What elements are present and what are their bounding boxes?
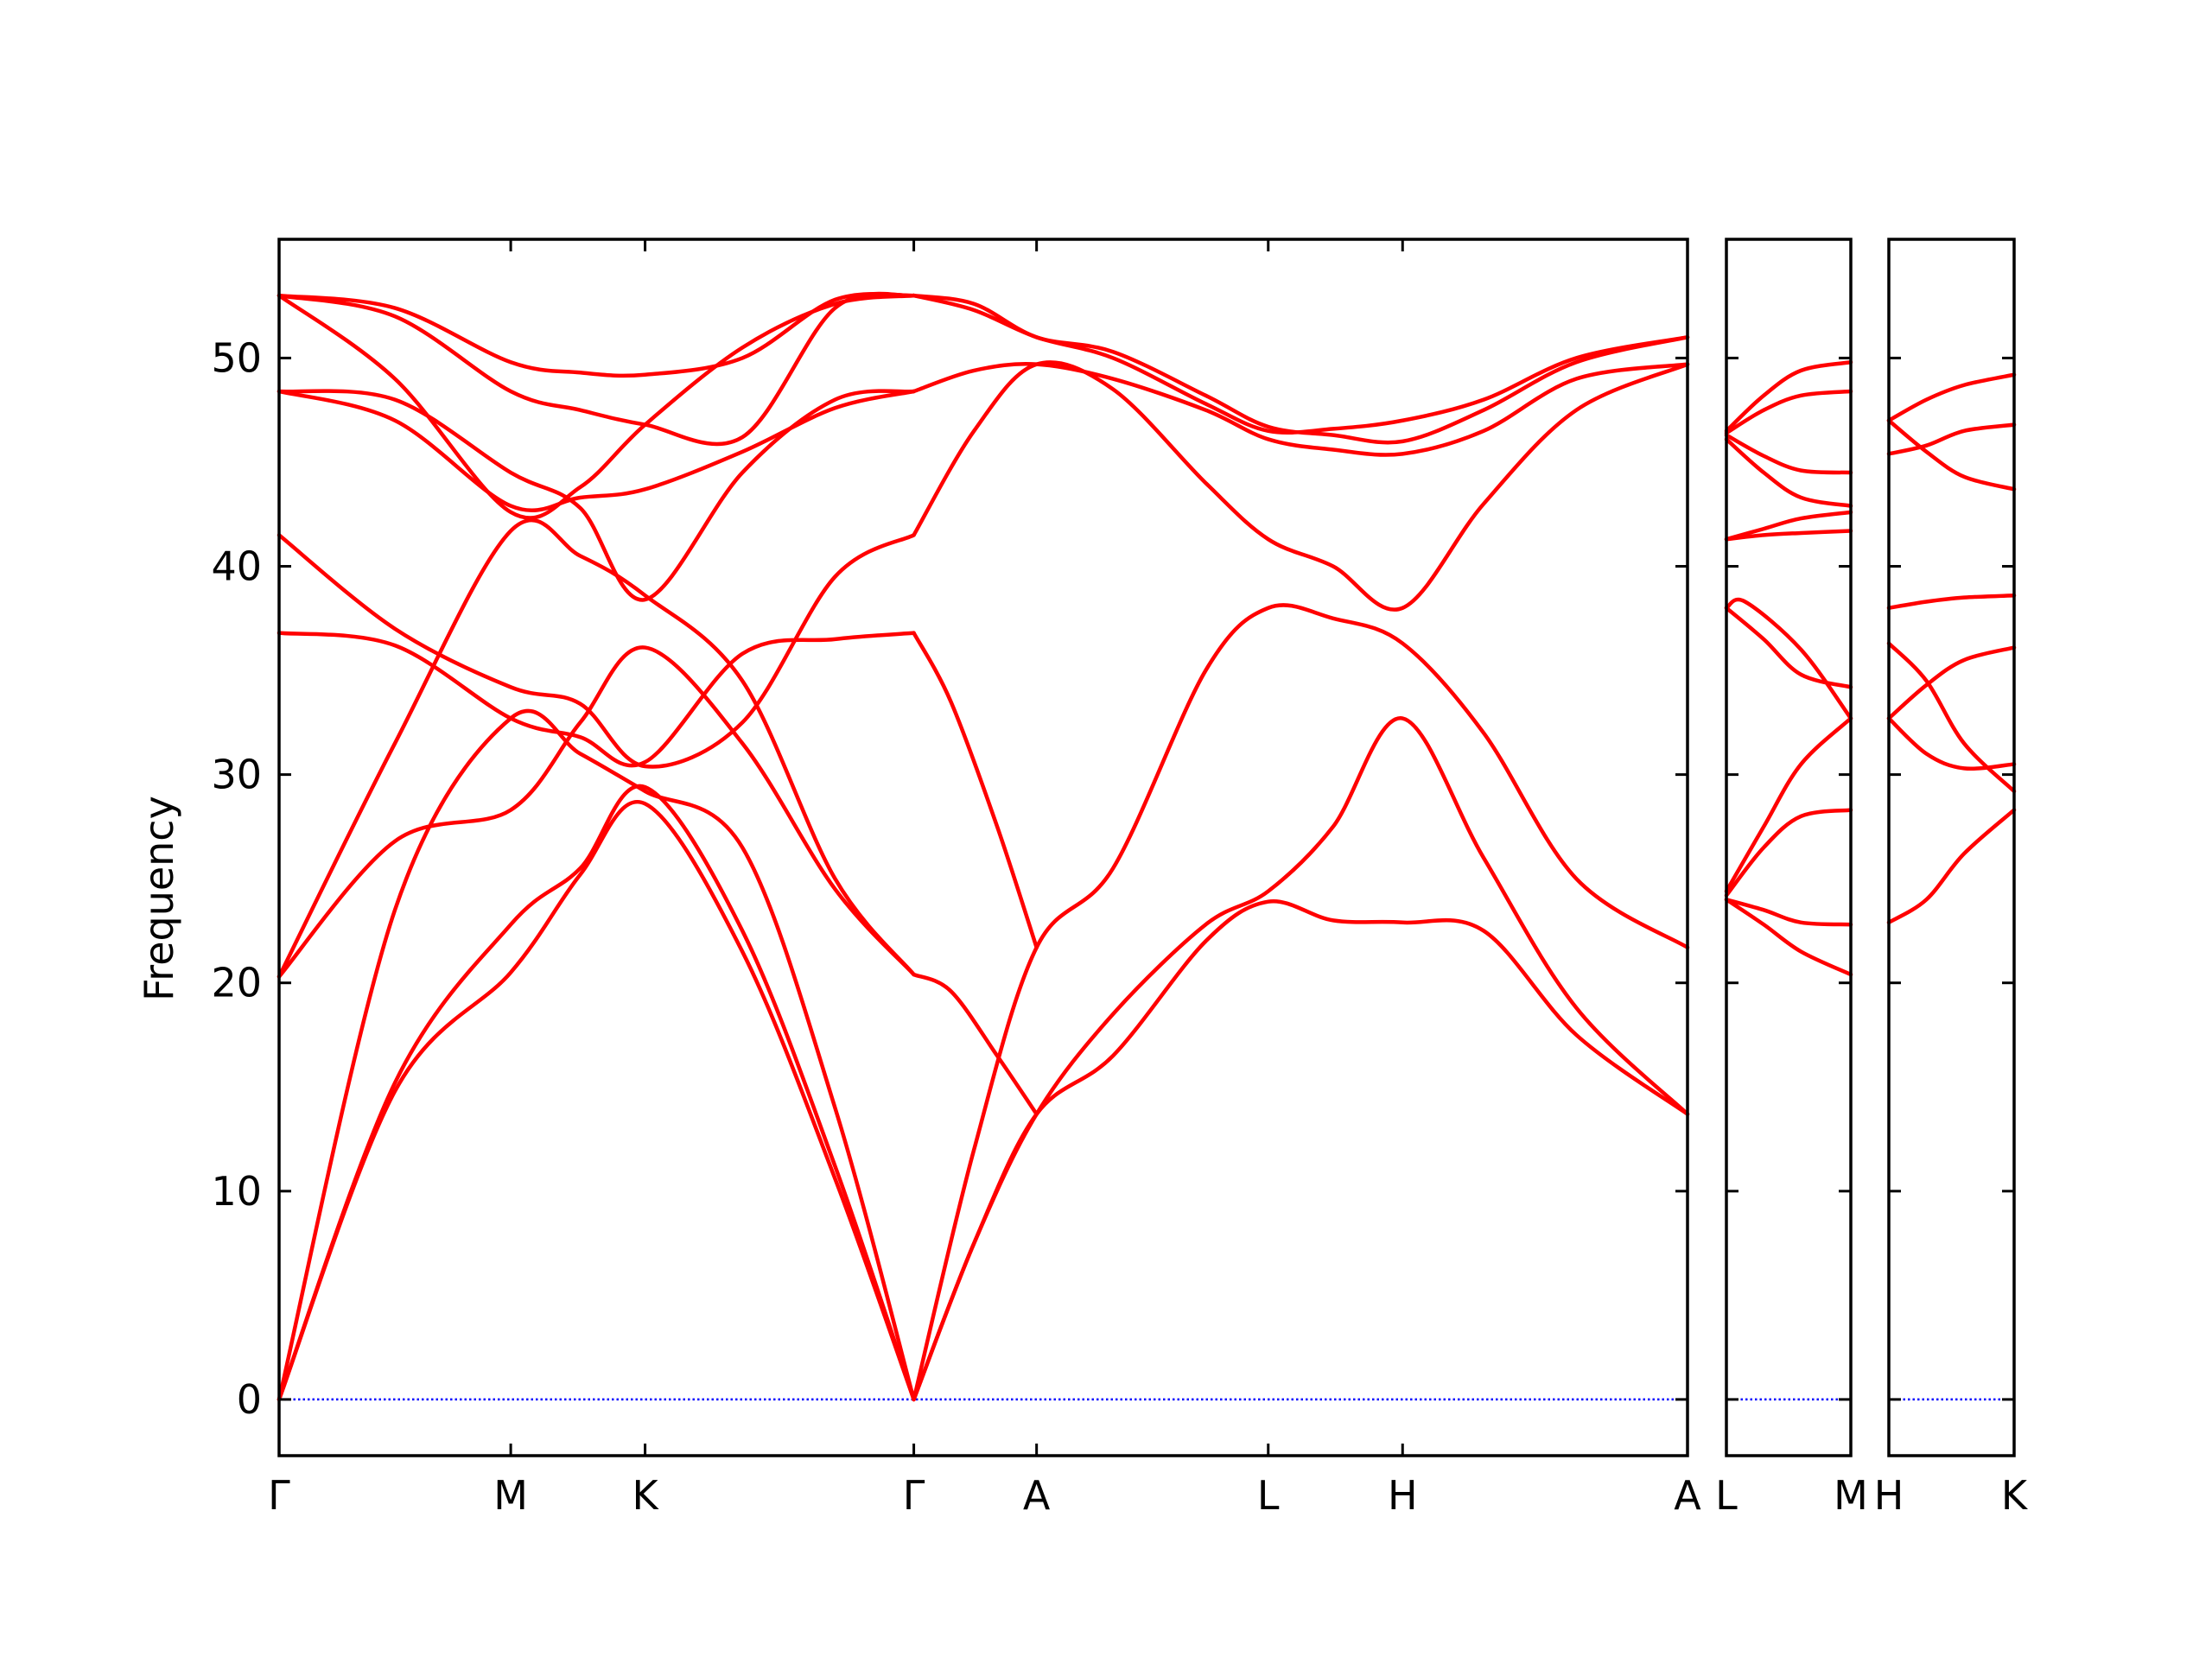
band-line-main-16 <box>912 631 1039 949</box>
band-line-main-5 <box>276 631 916 768</box>
band-line-main-2 <box>276 708 916 1402</box>
band-line-L-M-5 <box>1724 597 1853 720</box>
x-tick-label: K <box>2001 1472 2029 1519</box>
band-line-main-17 <box>912 360 1690 612</box>
x-tick-label: L <box>1257 1472 1280 1519</box>
frames-layer <box>277 238 2016 1457</box>
y-tick-label: 10 <box>211 1168 262 1215</box>
x-tick-label: H <box>1874 1472 1904 1519</box>
band-line-H-K-5 <box>1886 422 2017 456</box>
x-tick-label: A <box>1023 1472 1051 1519</box>
x-tick-label: M <box>1834 1472 1868 1519</box>
band-line-main-11 <box>276 291 916 378</box>
y-tick-label: 20 <box>211 960 262 1006</box>
band-line-main-18 <box>912 362 1690 457</box>
band-line-main-13 <box>912 716 1690 1402</box>
x-tick-label: L <box>1715 1472 1738 1519</box>
band-line-L-M-11 <box>1724 360 1853 434</box>
band-line-L-M-10 <box>1724 389 1853 435</box>
x-tick-label: Γ <box>903 1472 925 1519</box>
bands-layer <box>276 291 2017 1402</box>
y-axis-title: Frequency <box>136 796 182 1001</box>
band-line-main-1 <box>276 784 916 1402</box>
band-line-L-M-0 <box>1724 898 1853 977</box>
y-tick-label: 0 <box>237 1376 262 1423</box>
band-line-main-14 <box>912 603 1690 1402</box>
x-tick-label: Γ <box>268 1472 290 1519</box>
band-line-H-K-2 <box>1886 645 2017 720</box>
band-line-H-K-1 <box>1886 716 2017 771</box>
band-line-H-K-3 <box>1886 641 2017 794</box>
band-line-L-M-3 <box>1724 716 1853 893</box>
panel-frame-main <box>277 238 1689 1457</box>
band-line-L-M-2 <box>1724 808 1853 898</box>
band-line-main-7 <box>276 389 916 512</box>
band-line-H-K-4 <box>1886 593 2017 610</box>
y-tick-label: 40 <box>211 543 262 590</box>
band-line-main-8 <box>276 389 916 602</box>
panel-frame-L-M <box>1725 238 1853 1457</box>
y-tick-label: 30 <box>211 752 262 798</box>
panel-frame-H-K <box>1887 238 2016 1457</box>
band-line-L-M-8 <box>1724 437 1853 508</box>
x-tick-label: A <box>1674 1472 1701 1519</box>
band-line-H-K-0 <box>1886 808 2017 925</box>
band-line-main-12 <box>912 898 1690 1402</box>
band-line-L-M-1 <box>1724 898 1853 927</box>
band-line-H-K-6 <box>1886 418 2017 492</box>
band-line-main-6 <box>276 533 916 769</box>
band-line-main-20 <box>912 293 1690 445</box>
band-line-main-4 <box>276 517 916 979</box>
band-line-L-M-9 <box>1724 433 1853 475</box>
x-tick-label: H <box>1388 1472 1418 1519</box>
band-line-H-K-7 <box>1886 372 2017 422</box>
y-tick-label: 50 <box>211 334 262 381</box>
band-line-L-M-7 <box>1724 510 1853 542</box>
x-tick-label: M <box>493 1472 528 1519</box>
band-line-L-M-6 <box>1724 529 1853 542</box>
band-line-main-3 <box>276 645 916 979</box>
x-tick-label: K <box>632 1472 659 1519</box>
band-line-main-0 <box>276 800 916 1402</box>
band-line-main-10 <box>276 291 916 447</box>
band-line-L-M-4 <box>1724 606 1853 689</box>
band-line-main-15 <box>912 972 1039 1116</box>
